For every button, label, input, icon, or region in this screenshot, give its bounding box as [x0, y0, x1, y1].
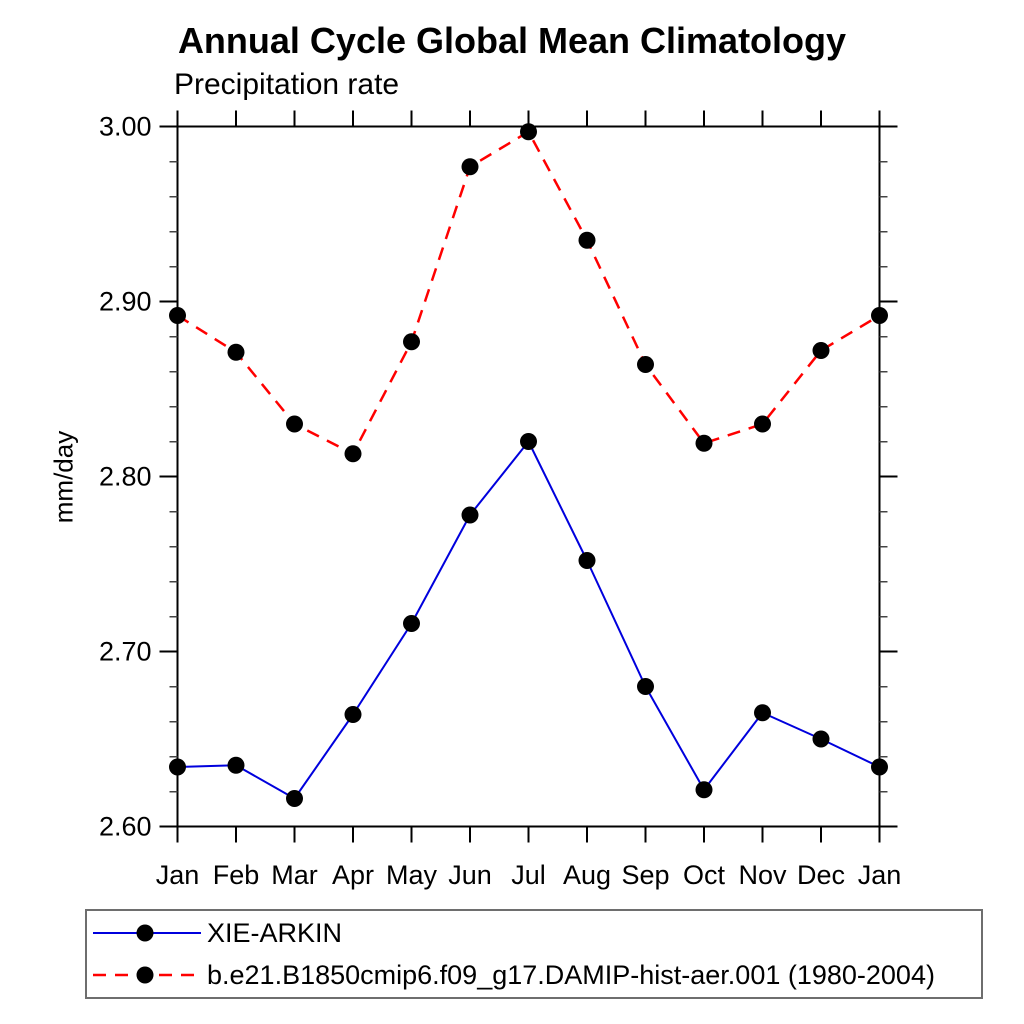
- data-point-marker: [286, 790, 303, 807]
- x-tick-label: Aug: [563, 860, 611, 890]
- data-point-marker: [578, 552, 596, 569]
- x-tick-label: Jun: [448, 860, 492, 890]
- data-point-marker: [169, 758, 186, 776]
- x-tick-label: Jul: [511, 860, 546, 890]
- data-point-marker: [695, 434, 713, 452]
- data-point-marker: [403, 615, 420, 632]
- x-tick-label: Nov: [738, 860, 787, 890]
- data-point-marker: [169, 307, 186, 324]
- data-point-marker: [637, 356, 654, 373]
- y-tick-label: 2.70: [99, 637, 152, 667]
- x-tick-label: Sep: [621, 860, 669, 890]
- y-tick-label: 2.90: [99, 287, 152, 317]
- data-point-marker: [461, 158, 479, 176]
- x-tick-label: Jan: [156, 860, 200, 890]
- data-point-marker: [520, 123, 537, 141]
- x-tick-label: May: [386, 860, 438, 890]
- legend-solid-line-marker-icon: [93, 924, 201, 942]
- legend-box: XIE-ARKIN b.e21.B1850cmip6.f09_g17.DAMIP…: [85, 909, 983, 999]
- legend-entry-model: b.e21.B1850cmip6.f09_g17.DAMIP-hist-aer.…: [91, 954, 981, 996]
- data-point-marker: [754, 415, 771, 433]
- data-point-marker: [344, 445, 362, 463]
- data-point-marker: [871, 307, 888, 324]
- x-tick-label: Jan: [858, 860, 902, 890]
- x-tick-label: Feb: [213, 860, 260, 890]
- y-tick-label: 2.60: [99, 812, 152, 842]
- data-point-marker: [578, 231, 596, 249]
- data-point-marker: [461, 506, 479, 524]
- y-tick-label: 3.00: [99, 112, 152, 142]
- x-tick-label: Mar: [271, 860, 318, 890]
- y-tick-label: 2.80: [99, 462, 152, 492]
- legend-label-model: b.e21.B1850cmip6.f09_g17.DAMIP-hist-aer.…: [207, 959, 935, 990]
- x-tick-label: Oct: [683, 860, 726, 890]
- series-line-model: [176, 130, 881, 455]
- legend-entry-xie-arkin: XIE-ARKIN: [91, 912, 981, 954]
- legend-dashed-line-marker-icon: [93, 966, 201, 984]
- chart-subtitle: Precipitation rate: [174, 68, 400, 101]
- data-point-marker: [403, 333, 420, 351]
- series-line-xie-arkin: [177, 440, 880, 800]
- data-point-marker: [871, 758, 888, 776]
- data-point-marker: [812, 342, 830, 359]
- data-point-marker: [637, 678, 654, 695]
- data-point-marker: [812, 730, 830, 748]
- chart-title: Annual Cycle Global Mean Climatology: [177, 20, 847, 61]
- data-point-marker: [695, 781, 713, 799]
- data-point-marker: [227, 343, 245, 361]
- data-point-marker: [520, 433, 537, 450]
- data-point-marker: [754, 704, 771, 722]
- legend-label-xie-arkin: XIE-ARKIN: [207, 917, 343, 948]
- data-point-marker: [344, 706, 362, 723]
- axis-frame: [176, 125, 881, 828]
- x-tick-label: Dec: [797, 860, 845, 890]
- data-point-marker: [227, 756, 245, 774]
- data-point-marker: [286, 415, 303, 433]
- x-tick-label: Apr: [332, 860, 374, 890]
